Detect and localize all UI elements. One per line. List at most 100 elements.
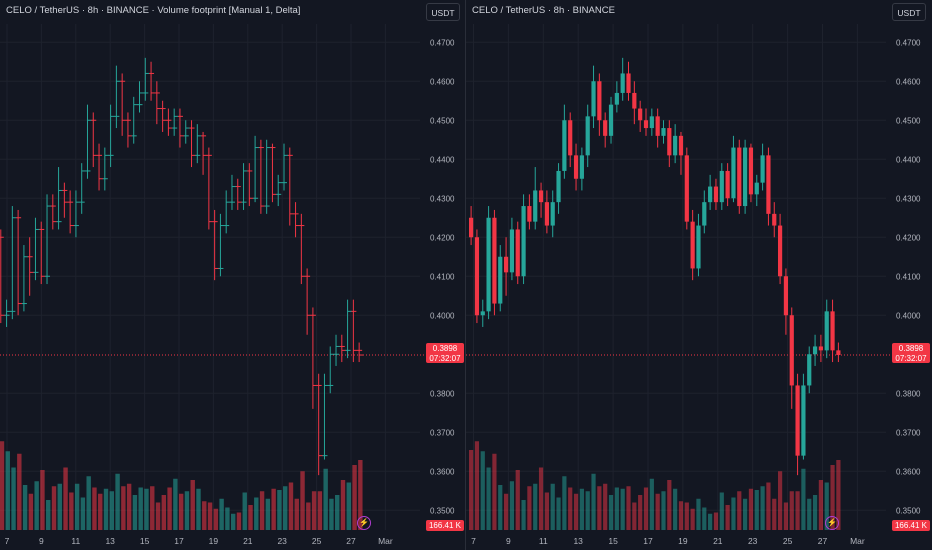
volume-bar [579,488,584,530]
volume-tag: 166.41 K [892,520,930,531]
volume-bar [708,513,713,530]
candle-body [777,225,783,277]
volume-bar [230,513,236,530]
last-price-label: 0.3898 [432,344,458,353]
price-axis-label: 0.4100 [430,272,455,281]
volume-bar [207,502,213,530]
candle-body [603,120,608,136]
volume-bar [254,497,259,530]
candlestick-chart-pane[interactable]: 0.4700 0.4600 0.4500 0.4400 0.4300 0.4200 0.41… [466,0,932,550]
volume-bar [655,493,660,530]
volume-bar [795,491,800,530]
candle-body [690,221,695,269]
candle-body [544,202,549,226]
volume-bar [830,465,835,530]
volume-bar [167,487,172,530]
candle-body [766,155,771,214]
date-axis-label: 9 [39,536,44,546]
volume-bar [585,491,590,530]
volume-bar [649,478,654,530]
candle-body [708,186,713,203]
price-axis-label: 0.4500 [430,116,455,125]
volume-bar [225,507,230,530]
volume-bar [126,483,132,530]
volume-bar [283,486,288,530]
volume-bar [632,502,637,530]
date-axis-label: 19 [678,536,688,546]
bar-countdown-label: 07:32:07 [429,353,461,363]
volume-bar [0,441,5,530]
candle-body [807,354,812,386]
volume-bar [190,480,195,530]
candle-body [614,92,619,105]
volume-bar [515,470,520,530]
lightning-icon[interactable]: ⚡ [357,516,371,530]
volume-bar [11,467,16,530]
price-axis-label: 0.4000 [896,311,921,320]
candlestick-chart-canvas[interactable]: 0.4700 0.4600 0.4500 0.4400 0.4300 0.4200 0.41… [466,0,932,550]
volume-bar [690,508,695,530]
volume-bar [783,502,789,530]
date-axis-label: 11 [71,536,80,546]
candle-body [667,128,672,156]
volume-bar [213,508,219,530]
candle-body [556,170,561,203]
price-axis-label: 0.3600 [430,467,455,476]
volume-bar [317,491,323,530]
candle-body [795,385,800,456]
candle-body [486,217,491,312]
candle-body [684,155,689,222]
volume-bar [608,495,614,530]
candle-body [673,135,678,156]
volume-bar [801,468,806,530]
volume-bar [643,487,649,530]
currency-button[interactable]: USDT [892,3,926,21]
candle-body [492,217,497,304]
volume-bar [86,476,91,530]
currency-button[interactable]: USDT [426,3,460,21]
candle-body [562,120,567,171]
footprint-chart-pane[interactable]: 0.4700 0.4600 0.4500 0.4400 0.4300 0.4200 0.41… [0,0,466,550]
candle-body [550,202,555,226]
candle-body [620,73,625,93]
candle-body [760,155,765,183]
volume-bar [620,488,625,530]
candle-body [655,116,660,136]
volume-bar [63,467,68,530]
date-axis-label: Mar [850,536,865,546]
price-axis-label: 0.3500 [896,506,921,515]
volume-bar [138,487,143,530]
date-axis-label: 7 [5,536,10,546]
candle-body [533,190,538,222]
price-axis-label: 0.4000 [430,311,455,320]
candle-body [568,120,573,156]
lightning-icon[interactable]: ⚡ [825,516,839,530]
candle-body [474,237,480,316]
volume-bar [98,493,103,530]
volume-bar [132,495,138,530]
price-axis-label: 0.4300 [896,194,921,203]
volume-bar [533,483,538,530]
volume-bar [713,512,719,530]
volume-bar [719,492,724,530]
candle-body [702,202,707,226]
volume-bar [638,495,643,530]
volume-bar [772,498,777,530]
date-axis-label: 17 [174,536,184,546]
footprint-chart-canvas[interactable]: 0.4700 0.4600 0.4500 0.4400 0.4300 0.4200 0.41… [0,0,466,550]
volume-bar [573,493,579,530]
volume-bar [538,467,544,530]
volume-bar [725,505,730,530]
volume-bar [469,450,474,530]
volume-bar [248,505,253,530]
date-axis-label: 27 [346,536,356,546]
volume-bar [265,498,271,530]
volume-bar [74,483,80,530]
volume-bar [103,488,109,530]
date-axis-label: 7 [471,536,476,546]
volume-bar [40,470,45,530]
volume-bar [236,512,242,530]
candle-body [608,104,614,136]
last-price-label: 0.3898 [898,344,924,353]
candle-body [503,256,509,273]
